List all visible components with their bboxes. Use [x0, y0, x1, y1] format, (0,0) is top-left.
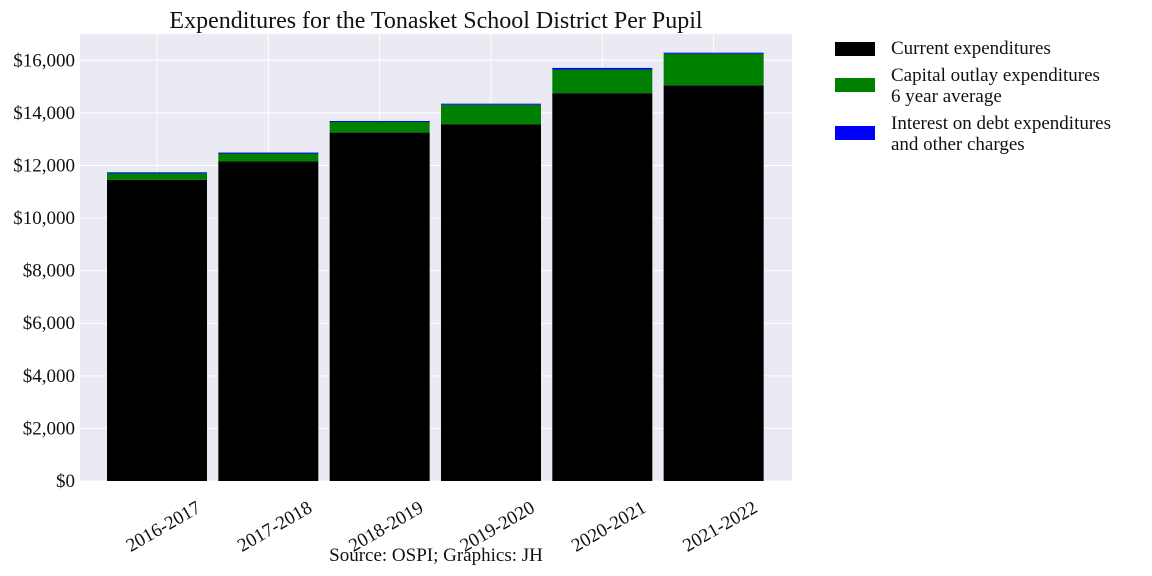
bar-capital-2016-2017: [107, 172, 207, 180]
y-tick-label: $2,000: [23, 418, 75, 439]
source-caption: Source: OSPI; Graphics: JH: [329, 545, 543, 566]
bar-capital-2020-2021: [552, 69, 653, 94]
legend-swatch: [835, 78, 875, 92]
x-tick-label: 2020-2021: [568, 497, 650, 556]
chart-title: Expenditures for the Tonasket School Dis…: [169, 8, 702, 34]
bar-current-2018-2019: [329, 132, 430, 481]
legend: Current expenditures Capital outlay expe…: [835, 38, 1145, 161]
bar-interest-2018-2019: [329, 121, 430, 123]
x-tick-label: 2017-2018: [234, 497, 316, 556]
legend-label: Capital outlay expenditures 6 year avera…: [891, 65, 1100, 107]
y-tick-label: $16,000: [13, 50, 75, 71]
legend-label: Interest on debt expenditures and other …: [891, 113, 1112, 155]
legend-swatch: [835, 126, 875, 140]
y-tick-label: $10,000: [13, 208, 75, 229]
bar-current-2021-2022: [663, 85, 764, 481]
y-tick-label: $0: [56, 471, 75, 492]
legend-item-current: Current expenditures: [835, 38, 1145, 59]
bar-interest-2016-2017: [107, 172, 207, 174]
y-tick-label: $4,000: [23, 366, 75, 387]
bar-interest-2021-2022: [663, 52, 764, 54]
y-tick-label: $14,000: [13, 103, 75, 124]
legend-label: Current expenditures: [891, 38, 1051, 59]
legend-item-interest: Interest on debt expenditures and other …: [835, 113, 1145, 155]
bar-capital-2018-2019: [329, 121, 430, 133]
bar-current-2019-2020: [440, 124, 541, 482]
bar-current-2017-2018: [218, 161, 319, 481]
y-tick-label: $8,000: [23, 261, 75, 282]
bar-current-2016-2017: [107, 179, 207, 481]
bar-capital-2021-2022: [663, 53, 764, 86]
x-tick-label: 2016-2017: [123, 497, 205, 556]
legend-item-capital: Capital outlay expenditures 6 year avera…: [835, 65, 1145, 107]
bar-capital-2019-2020: [440, 104, 541, 125]
bar-interest-2020-2021: [552, 67, 653, 70]
x-tick-label: 2021-2022: [679, 497, 761, 556]
bar-current-2020-2021: [552, 93, 653, 481]
bar-group: [107, 52, 764, 482]
bar-interest-2017-2018: [218, 152, 319, 154]
y-tick-label: $6,000: [23, 313, 75, 334]
bar-capital-2017-2018: [218, 152, 319, 162]
y-tick-label: $12,000: [13, 155, 75, 176]
legend-swatch: [835, 42, 875, 56]
y-axis-ticks: $0 $2,000 $4,000 $6,000 $8,000 $10,000 $12,000…: [13, 50, 75, 492]
bar-interest-2019-2020: [440, 103, 541, 105]
